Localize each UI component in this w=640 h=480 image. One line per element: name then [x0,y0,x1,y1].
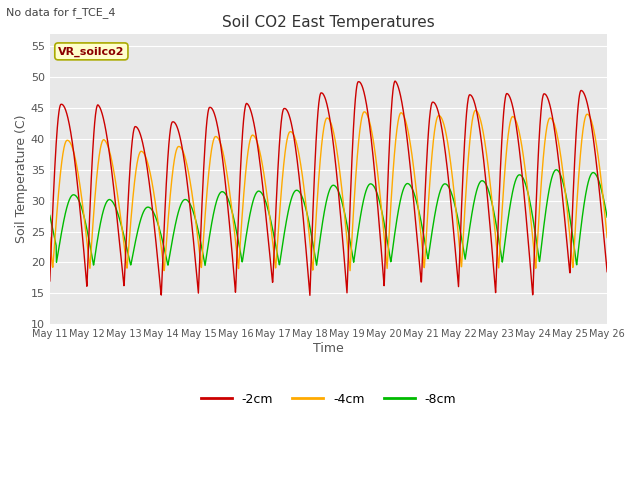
Title: Soil CO2 East Temperatures: Soil CO2 East Temperatures [222,15,435,30]
Text: No data for f_TCE_4: No data for f_TCE_4 [6,7,116,18]
Y-axis label: Soil Temperature (C): Soil Temperature (C) [15,115,28,243]
X-axis label: Time: Time [313,342,344,355]
Legend: -2cm, -4cm, -8cm: -2cm, -4cm, -8cm [195,388,461,411]
Text: VR_soilco2: VR_soilco2 [58,46,125,57]
